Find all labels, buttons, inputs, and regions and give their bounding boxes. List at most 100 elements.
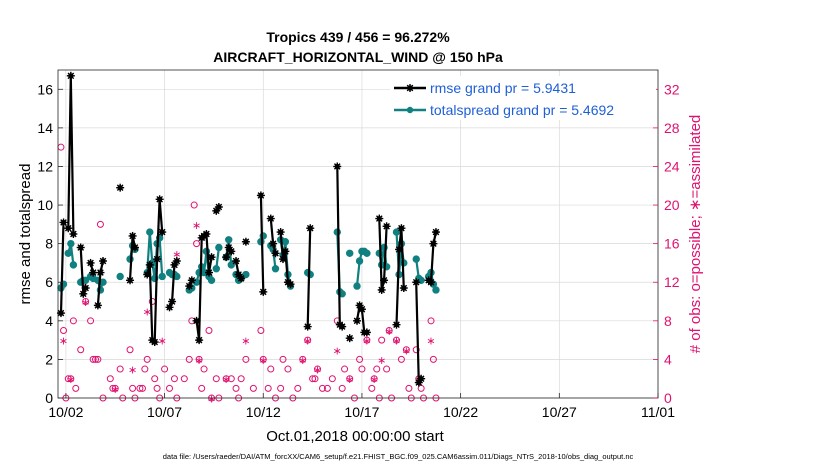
y-right-tick-label: 16 (664, 236, 680, 252)
obs-possible-marker (129, 384, 137, 392)
obs-possible-marker (311, 375, 319, 383)
rmse-point (306, 224, 315, 233)
obs-assimilated-marker: ∗ (192, 219, 201, 232)
obs-possible-marker (116, 365, 124, 373)
rmse-point (195, 336, 204, 345)
rmse-point-ray (235, 271, 242, 278)
rmse-point (126, 276, 135, 285)
rmse-point-ray (87, 259, 94, 267)
obs-possible-marker (277, 384, 285, 392)
rmse-point-ray (99, 257, 107, 265)
rmse-point (279, 255, 287, 264)
y-right-tick-label: 20 (664, 197, 680, 213)
rmse-point-ray (203, 230, 210, 238)
obs-assimilated-marker: ∗ (81, 296, 90, 309)
rmse-point (269, 239, 278, 248)
rmse-point (153, 255, 162, 264)
y-left-tick-label: 8 (45, 236, 53, 252)
legend-rmse-marker (406, 84, 414, 92)
rmse-point (234, 270, 243, 279)
rmse-point-ray (279, 255, 287, 263)
rmse-point-ray (146, 261, 154, 269)
footer-data-file: data file: /Users/raeder/DAI/ATM_forcXX/… (163, 452, 634, 461)
rmse-point-ray (380, 276, 388, 284)
obs-possible-marker (429, 355, 437, 363)
obs-possible-marker (338, 384, 346, 392)
obs-possible-marker (69, 317, 77, 325)
obs-assimilated-marker: ∗ (111, 383, 120, 396)
rmse-point (281, 247, 290, 256)
obs-possible-marker (180, 375, 188, 383)
rmse-point (357, 305, 366, 314)
obs-assimilated-marker: ∗ (333, 344, 342, 357)
rmse-point (412, 278, 421, 287)
rmse-point-ray (393, 321, 400, 329)
rmse-point (427, 278, 436, 287)
rmse-line (395, 227, 405, 325)
x-tick-label: 10/12 (246, 404, 281, 420)
obs-possible-marker (314, 365, 322, 373)
rmse-point (303, 322, 312, 331)
obs-assimilated-marker: ∗ (385, 325, 394, 338)
rmse-point-ray (430, 240, 437, 247)
obs-possible-marker (405, 384, 413, 392)
obs-possible-marker (358, 365, 366, 373)
obs-possible-marker (392, 336, 400, 344)
rmse-point (187, 276, 196, 285)
obs-possible-marker (299, 355, 307, 363)
rmse-point-ray (67, 72, 75, 80)
obs-possible-marker (60, 326, 68, 334)
obs-assimilated-marker: ∗ (195, 354, 204, 367)
obs-possible-marker (259, 355, 267, 363)
rmse-point (222, 253, 231, 262)
rmse-point-ray (353, 317, 361, 325)
rmse-point-ray (222, 253, 230, 261)
rmse-point-ray (215, 203, 223, 211)
rmse-point (145, 260, 154, 269)
rmse-point-ray (287, 280, 294, 288)
y-axis-left-ticks: 0 2 4 6 8 10 12 14 16 (37, 81, 63, 406)
legend-spread-marker (406, 106, 414, 114)
rmse-point (204, 268, 213, 277)
rmse-point-ray (158, 228, 166, 236)
rmse-point-ray (363, 329, 371, 336)
rmse-point-ray (398, 224, 405, 232)
y-right-tick-label: 4 (664, 351, 672, 367)
rmse-point-ray (195, 336, 203, 344)
obs-possible-marker (378, 336, 386, 344)
rmse-point-ray (151, 338, 159, 346)
y-right-tick-label: 28 (664, 120, 680, 136)
rmse-point-ray (89, 269, 97, 276)
obs-possible-marker (323, 384, 331, 392)
obs-assimilated-marker: ∗ (259, 354, 268, 367)
spread-point (64, 249, 72, 257)
obs-possible-marker (385, 326, 393, 334)
obs-possible-marker (109, 384, 117, 392)
rmse-point-ray (277, 228, 284, 236)
obs-assimilated-marker: ∗ (143, 306, 152, 319)
spread-point (432, 286, 440, 294)
rmse-point-ray (417, 375, 425, 383)
rmse-point-ray (412, 278, 420, 286)
obs-possible-marker (195, 355, 203, 363)
rmse-point (155, 195, 164, 204)
obs-possible-marker (141, 365, 149, 373)
rmse-point-ray (375, 215, 383, 222)
rmse-point (192, 316, 201, 325)
obs-possible-marker (96, 220, 104, 228)
rmse-point-ray (57, 309, 65, 317)
rmse-point (375, 214, 384, 223)
obs-assimilated-marker: ∗ (377, 354, 386, 367)
spread-point (212, 265, 220, 273)
rmse-point (377, 285, 386, 294)
obs-possible-marker (257, 326, 265, 334)
obs-possible-marker (136, 384, 144, 392)
plot-frame (57, 69, 659, 399)
obs-possible-marker (138, 384, 146, 392)
rmse-point (395, 245, 404, 254)
rmse-line (59, 222, 65, 314)
obs-assimilated-marker: ∗ (222, 373, 231, 386)
rmse-point-ray (378, 286, 386, 294)
obs-possible-marker (232, 384, 240, 392)
